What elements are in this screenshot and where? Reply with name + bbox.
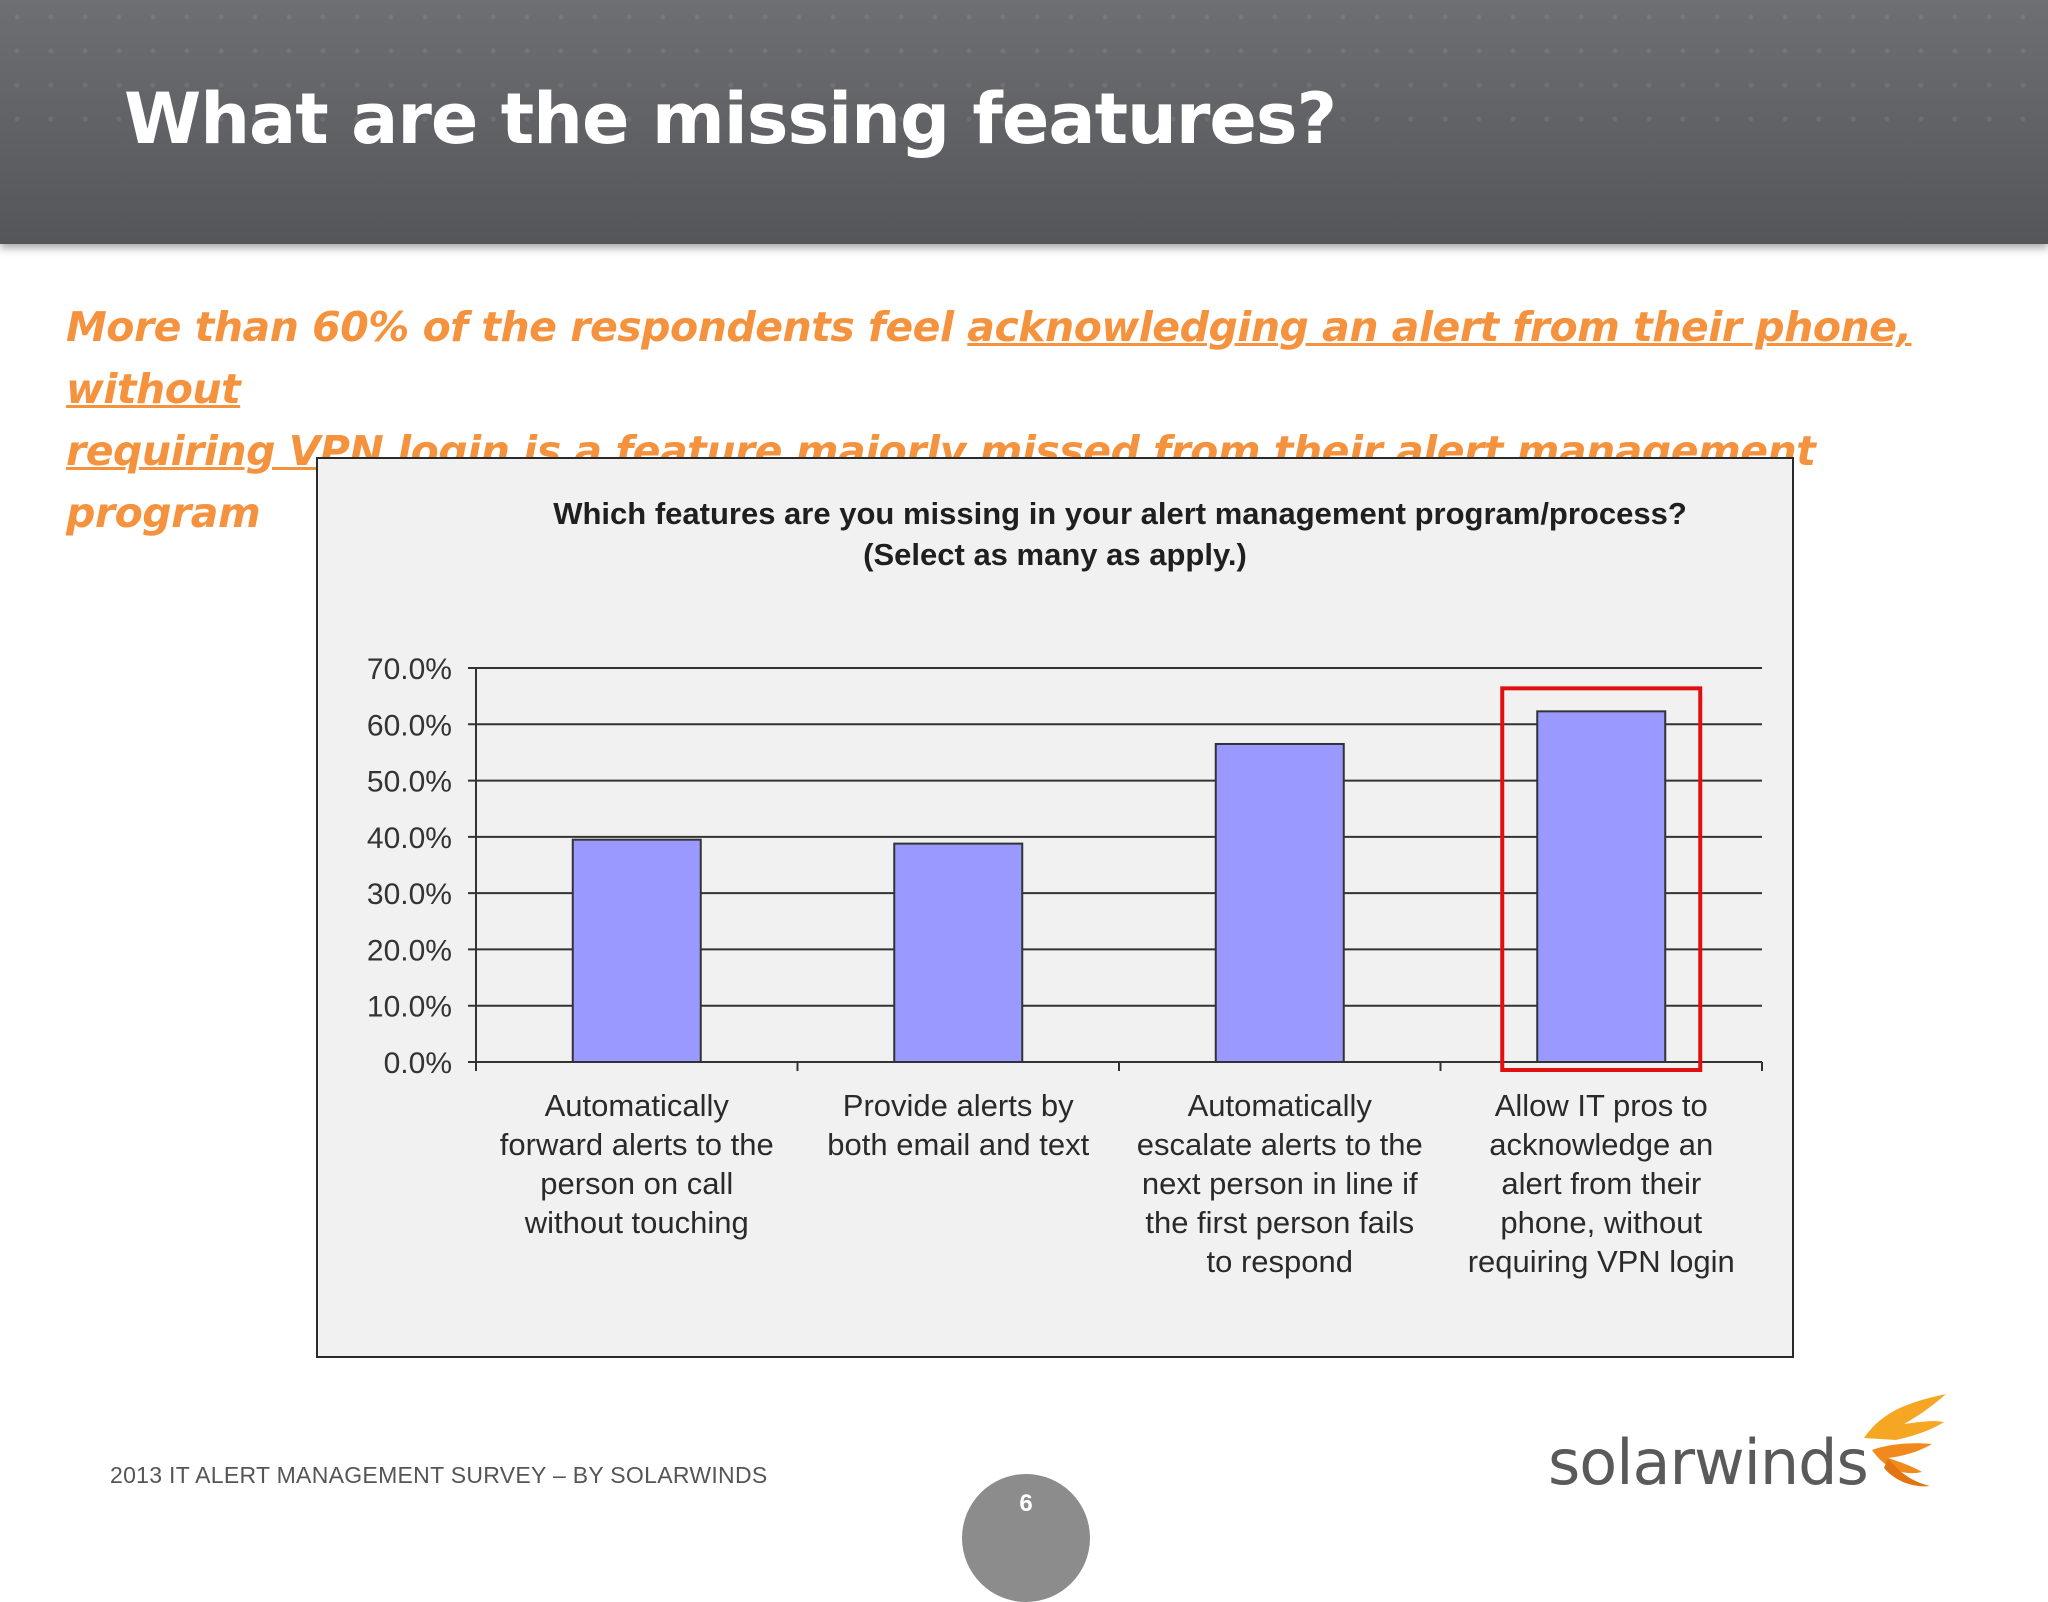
bar: [571, 838, 702, 1063]
x-category-label-line: phone, without: [1500, 1205, 1702, 1240]
x-category-label-line: forward alerts to the: [500, 1127, 774, 1162]
chart-container: Which features are you missing in your a…: [316, 457, 1794, 1358]
footer-text: 2013 IT ALERT MANAGEMENT SURVEY – BY SOL…: [110, 1462, 768, 1488]
bar: [1214, 742, 1345, 1063]
header-bar: What are the missing features?: [0, 0, 2048, 244]
y-tick-label: 20.0%: [367, 934, 452, 967]
page-number: 6: [1019, 1490, 1033, 1517]
header-texture: [0, 0, 2048, 150]
chart-title-line2: (Select as many as apply.): [863, 537, 1247, 572]
page-number-badge: 6: [962, 1474, 1090, 1602]
x-category-label-line: Automatically: [545, 1088, 730, 1123]
subtitle-underlined-1: acknowledging an alert from their phone,…: [66, 303, 1912, 413]
y-tick-label: 50.0%: [367, 766, 452, 799]
x-category-label-line: the first person fails: [1145, 1205, 1414, 1240]
x-category-label-line: escalate alerts to the: [1137, 1127, 1423, 1162]
x-category-label: Provide alerts by both email and text: [827, 1088, 1089, 1162]
bar: [893, 842, 1024, 1063]
x-category-label: Automatically escalate alerts to the next …: [1137, 1088, 1423, 1279]
x-category-label-line: person on call: [540, 1166, 733, 1201]
y-tick-label: 60.0%: [367, 709, 452, 742]
firebird-icon: [1864, 1394, 1946, 1487]
x-category-label-line: Automatically: [1188, 1088, 1373, 1123]
bar: [1536, 710, 1667, 1063]
y-tick-label: 30.0%: [367, 878, 452, 911]
chart-title-line1: Which features are you missing in your a…: [553, 496, 1687, 531]
x-category-label: Automatically forward alerts to the person…: [500, 1088, 774, 1240]
x-category-label-line: alert from their: [1501, 1166, 1701, 1201]
x-category-label-line: Provide alerts by: [843, 1088, 1074, 1123]
x-category-label-line: next person in line if: [1142, 1166, 1418, 1201]
y-tick-label: 70.0%: [367, 653, 452, 686]
y-tick-label: 10.0%: [367, 991, 452, 1024]
x-category-label-line: requiring VPN login: [1468, 1244, 1735, 1279]
x-category-label-line: Allow IT pros to: [1495, 1088, 1708, 1123]
highlight-box: [1500, 686, 1703, 1072]
x-category-label-line: to respond: [1207, 1244, 1354, 1279]
x-category-label-line: without touching: [524, 1205, 749, 1240]
logo-text: solarwinds: [1548, 1426, 1869, 1499]
slide-title: What are the missing features?: [124, 78, 1337, 160]
slide-subtitle: More than 60% of the respondents feel ac…: [66, 296, 1996, 544]
chart-title: Which features are you missing in your a…: [318, 493, 1792, 575]
x-category-label: Allow IT pros to acknowledge an alert from…: [1468, 1088, 1735, 1279]
x-category-label-line: acknowledge an: [1489, 1127, 1713, 1162]
y-tick-label: 0.0%: [384, 1047, 452, 1080]
subtitle-part1: More than 60% of the respondents feel: [66, 303, 968, 351]
bar-chart: 0.0% 10.0% 20.0% 30.0% 40.0% 50.0% 60.0% 70.0% A…: [367, 653, 1763, 1279]
x-category-label-line: both email and text: [827, 1127, 1089, 1162]
y-tick-label: 40.0%: [367, 822, 452, 855]
